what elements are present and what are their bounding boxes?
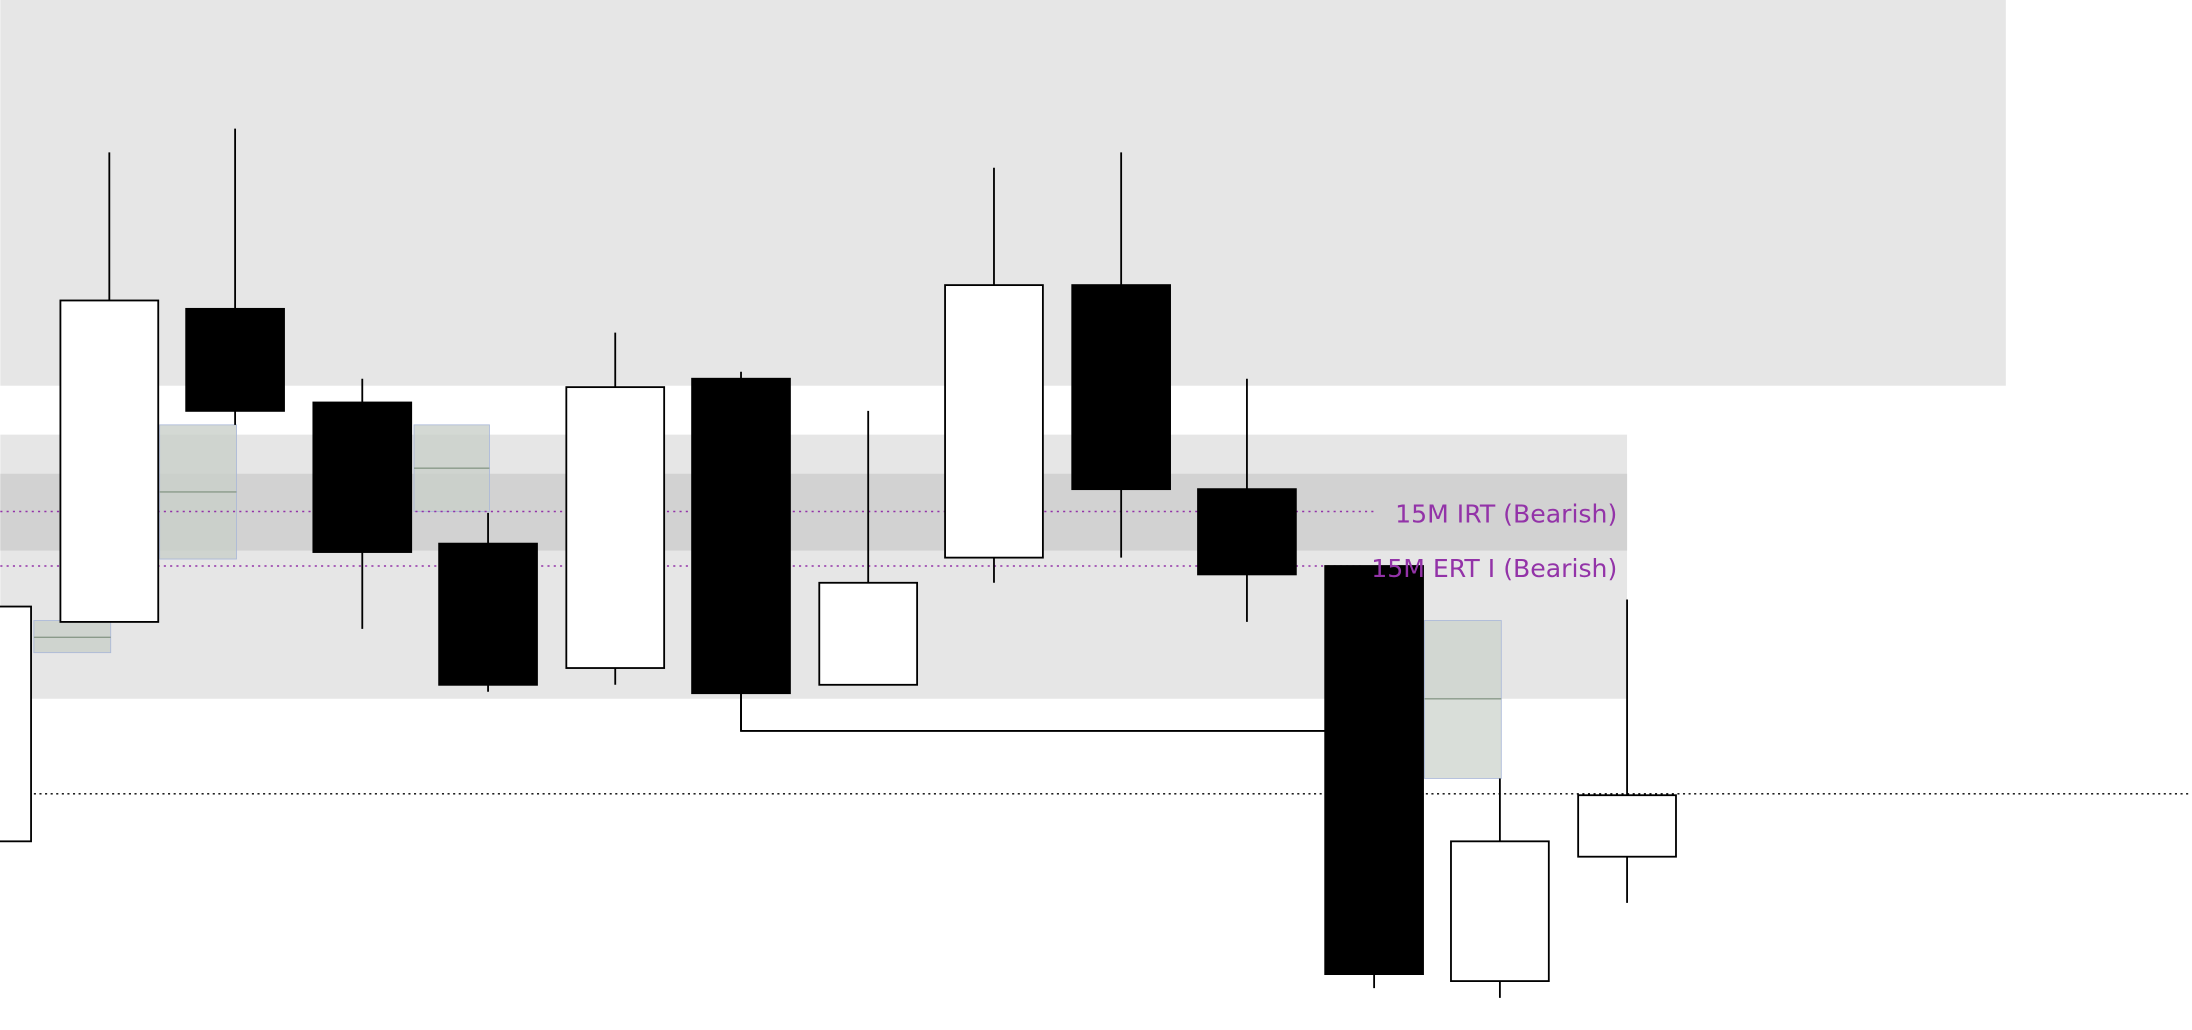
- candle-body: [1324, 565, 1424, 976]
- candle: [59, 152, 160, 623]
- swing-connector-line: [740, 693, 1326, 732]
- candle-body: [1577, 794, 1677, 858]
- candle: [312, 378, 413, 629]
- candle: [818, 410, 919, 686]
- candle-body: [0, 605, 32, 843]
- candle: [565, 332, 666, 685]
- candle-body: [818, 581, 919, 686]
- candles: [0, 128, 1677, 998]
- candle-body: [691, 377, 791, 695]
- candle-body: [1450, 840, 1550, 982]
- candle-body: [1071, 284, 1171, 491]
- candle: [1071, 152, 1171, 558]
- candle: [1197, 378, 1297, 622]
- candle-body: [312, 401, 413, 553]
- candle: [438, 512, 538, 692]
- candle: [185, 128, 285, 425]
- candle: [944, 167, 1044, 583]
- candle-body: [59, 299, 160, 623]
- candle-body: [185, 307, 285, 412]
- candle-body: [1197, 488, 1297, 576]
- candle-body: [438, 542, 538, 686]
- candle-body: [565, 386, 666, 669]
- candle: [1450, 778, 1550, 998]
- candle-body: [944, 284, 1044, 559]
- candle: [691, 371, 791, 731]
- candle: [0, 605, 32, 843]
- level-ert-label: 15M ERT I (Bearish): [1371, 554, 1617, 583]
- fvg-box: [1424, 620, 1502, 779]
- candle: [1324, 565, 1424, 989]
- level-irt-label: 15M IRT (Bearish): [1395, 500, 1617, 529]
- candle: [1577, 599, 1677, 903]
- fvg-boxes: [33, 424, 1502, 779]
